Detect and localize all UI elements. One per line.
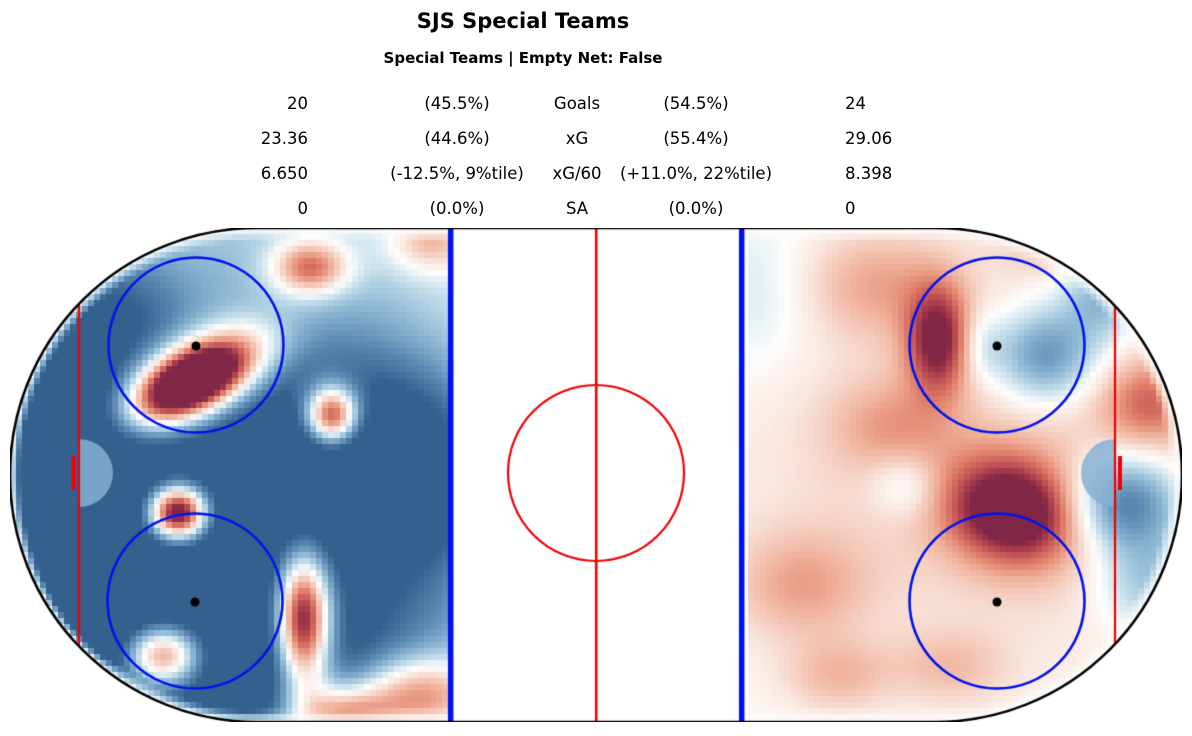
stats-row-sa: 0 (0.0%) SA (0.0%) 0 [0, 198, 1192, 219]
metric-label: SA [565, 199, 589, 218]
left-percent: (45.5%) [424, 94, 490, 113]
stats-row-xg60: 6.650 (-12.5%, 9%tile) xG/60 (+11.0%, 22… [0, 163, 1192, 184]
metric-label: xG [565, 129, 589, 148]
chart-title: SJS Special Teams [416, 9, 630, 33]
right-value: 24 [845, 94, 866, 113]
left-value: 23.36 [260, 129, 308, 148]
rink-heatmap-canvas [10, 228, 1182, 722]
right-value: 29.06 [845, 129, 893, 148]
stats-table: 20 (45.5%) Goals (54.5%) 24 23.36 (44.6%… [0, 0, 1192, 228]
left-percent: (0.0%) [429, 199, 485, 218]
metric-label: xG/60 [552, 164, 602, 183]
metric-label: Goals [553, 94, 601, 113]
stats-row-xg: 23.36 (44.6%) xG (55.4%) 29.06 [0, 128, 1192, 149]
left-value: 0 [297, 199, 309, 218]
right-value: 0 [845, 199, 856, 218]
stats-row-goals: 20 (45.5%) Goals (54.5%) 24 [0, 93, 1192, 114]
left-value: 20 [287, 94, 308, 113]
right-value: 8.398 [845, 164, 893, 183]
right-percent: (+11.0%, 22%tile) [619, 164, 773, 183]
left-percent: (44.6%) [424, 129, 490, 148]
left-percent: (-12.5%, 9%tile) [390, 164, 524, 183]
right-percent: (55.4%) [663, 129, 729, 148]
left-value: 6.650 [260, 164, 308, 183]
right-percent: (54.5%) [663, 94, 729, 113]
chart-subtitle: Special Teams | Empty Net: False [383, 49, 663, 67]
right-percent: (0.0%) [668, 199, 724, 218]
